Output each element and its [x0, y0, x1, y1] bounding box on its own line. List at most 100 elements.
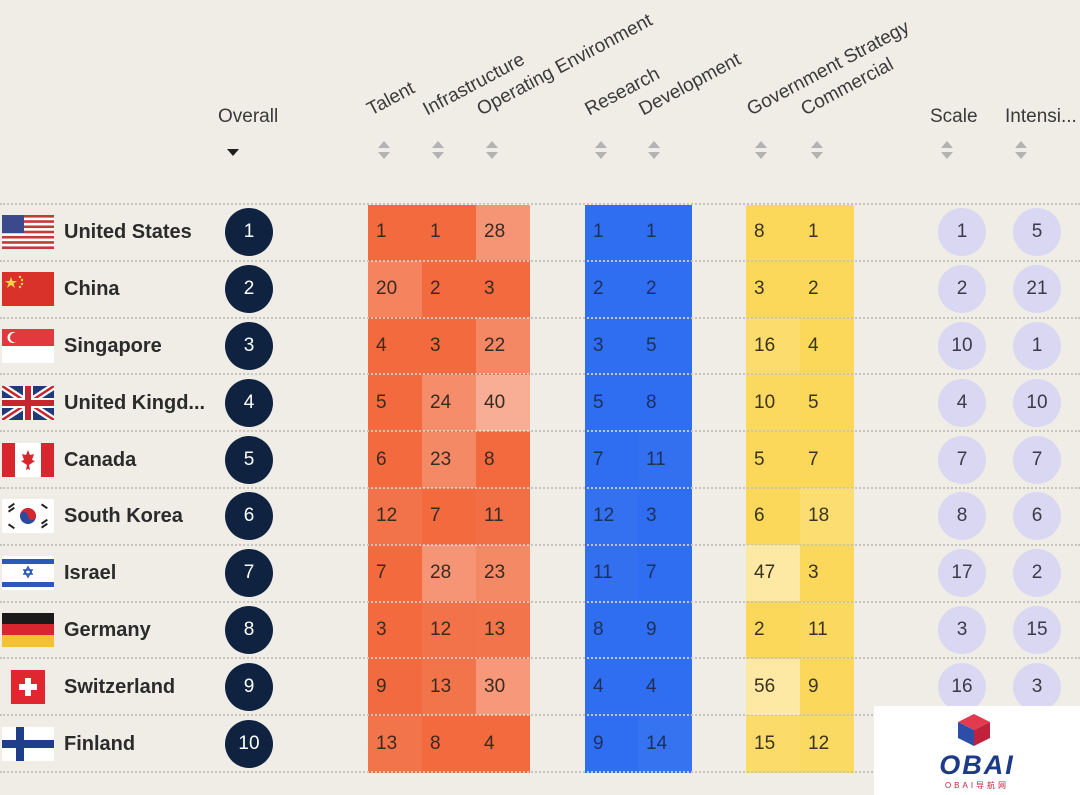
- header-scale[interactable]: Scale: [930, 106, 978, 127]
- header-intensity[interactable]: Intensi...: [1005, 106, 1077, 127]
- cell-operating-environment: 3: [484, 278, 495, 300]
- cell-operating-environment: 11: [476, 488, 530, 545]
- table-row[interactable]: [0, 602, 1080, 659]
- cell-infrastructure: 7: [430, 505, 441, 527]
- cell-commercial: 18: [800, 488, 854, 545]
- cell-operating-environment: 13: [476, 602, 530, 658]
- cell-development: 5: [646, 335, 657, 356]
- cell-infrastructure: 8: [430, 732, 441, 754]
- overall-rank-badge: 6: [225, 492, 273, 541]
- obai-logo: OBAI OBAI导航网: [874, 706, 1080, 795]
- table-row[interactable]: [0, 545, 1080, 602]
- row-divider: [0, 430, 1080, 433]
- sort-intensity-icon[interactable]: [1015, 141, 1027, 161]
- cell-development: 11: [638, 431, 692, 488]
- cell-development: 3: [646, 505, 657, 527]
- cell-government-strategy: 5: [754, 448, 765, 470]
- cell-commercial: 4: [808, 335, 819, 356]
- overall-rank-badge: 3: [225, 322, 273, 370]
- fi-flag-icon: [2, 726, 54, 761]
- cell-research: 4: [593, 675, 604, 697]
- country-name: United States: [64, 221, 192, 244]
- cell-infrastructure: 13: [422, 658, 476, 715]
- cell-infrastructure: 23: [422, 431, 476, 488]
- cn-flag-icon: [2, 272, 54, 307]
- cell-research: 11: [585, 545, 638, 602]
- cell-government-strategy: 3: [754, 278, 765, 300]
- cell-government-strategy: 47: [746, 545, 800, 602]
- ca-flag-icon: [2, 442, 54, 477]
- strategy-group-background: [746, 205, 854, 773]
- cell-talent: 1: [376, 221, 387, 243]
- ch-flag-icon: [2, 669, 54, 704]
- cell-commercial: 1: [808, 221, 819, 243]
- logo-text: OBAI: [939, 750, 1015, 780]
- sort-commercial-icon[interactable]: [811, 141, 823, 161]
- cell-infrastructure: 3: [430, 335, 441, 356]
- cell-operating-environment: 28: [476, 204, 530, 261]
- country-name: Switzerland: [64, 675, 176, 698]
- overall-rank-badge: 9: [225, 662, 273, 711]
- intensity-pill: 7: [1013, 435, 1061, 484]
- talent-group-background: [368, 205, 530, 773]
- cell-operating-environment: 30: [476, 658, 530, 715]
- row-divider: [0, 487, 1080, 489]
- cell-government-strategy: 2: [754, 619, 765, 640]
- cell-infrastructure: 1: [430, 221, 441, 243]
- scale-pill: 4: [938, 378, 986, 427]
- row-divider: [0, 714, 1080, 717]
- cell-government-strategy: 56: [746, 658, 800, 715]
- sort-overall-icon[interactable]: [227, 141, 239, 161]
- cell-development: 2: [646, 278, 657, 300]
- de-flag-icon: [2, 613, 54, 647]
- cell-infrastructure: 28: [422, 545, 476, 602]
- scale-pill: 3: [938, 606, 986, 654]
- overall-rank-badge: 8: [225, 606, 273, 654]
- cell-operating-environment: 23: [476, 545, 530, 602]
- overall-rank-badge: 1: [225, 208, 273, 257]
- cell-research: 5: [593, 391, 604, 413]
- intensity-pill: 5: [1013, 208, 1061, 257]
- country-name: Germany: [64, 619, 151, 641]
- cell-research: 8: [593, 619, 604, 640]
- cell-development: 7: [646, 562, 657, 584]
- cell-talent: 13: [368, 715, 422, 772]
- cell-commercial: 7: [808, 448, 819, 470]
- cell-infrastructure: 2: [430, 278, 441, 300]
- header-talent[interactable]: Talent: [363, 77, 419, 121]
- country-name: Israel: [64, 562, 117, 585]
- cell-infrastructure: 24: [422, 374, 476, 431]
- cell-talent: 12: [368, 488, 422, 545]
- il-flag-icon: [2, 556, 54, 591]
- sort-research-icon[interactable]: [595, 141, 607, 161]
- cell-development: 14: [638, 715, 692, 772]
- table-row[interactable]: [0, 261, 1080, 318]
- uk-flag-icon: [2, 385, 54, 420]
- cell-operating-environment: 22: [476, 318, 530, 374]
- cell-research: 9: [593, 732, 604, 754]
- country-name: Singapore: [64, 335, 162, 357]
- table-row[interactable]: [0, 318, 1080, 375]
- cell-operating-environment: 40: [476, 374, 530, 431]
- sort-scale-icon[interactable]: [941, 141, 953, 161]
- cell-talent: 9: [376, 675, 387, 697]
- sg-flag-icon: [2, 329, 54, 363]
- sort-operating-environment-icon[interactable]: [486, 141, 498, 161]
- scale-pill: 8: [938, 492, 986, 541]
- table-row[interactable]: [0, 431, 1080, 488]
- header-overall[interactable]: Overall: [218, 106, 279, 127]
- sort-government-strategy-icon[interactable]: [755, 141, 767, 161]
- cell-commercial: 12: [800, 715, 854, 772]
- cell-commercial: 2: [808, 278, 819, 300]
- cell-talent: 6: [376, 448, 387, 470]
- cell-talent: 20: [368, 261, 422, 318]
- cell-talent: 7: [376, 562, 387, 584]
- sort-development-icon[interactable]: [648, 141, 660, 161]
- sort-infrastructure-icon[interactable]: [432, 141, 444, 161]
- row-divider: [0, 600, 1080, 603]
- cell-government-strategy: 8: [754, 221, 765, 243]
- intensity-pill: 21: [1013, 265, 1061, 314]
- row-divider: [0, 316, 1080, 319]
- sort-talent-icon[interactable]: [378, 141, 390, 161]
- scale-pill: 10: [938, 322, 986, 370]
